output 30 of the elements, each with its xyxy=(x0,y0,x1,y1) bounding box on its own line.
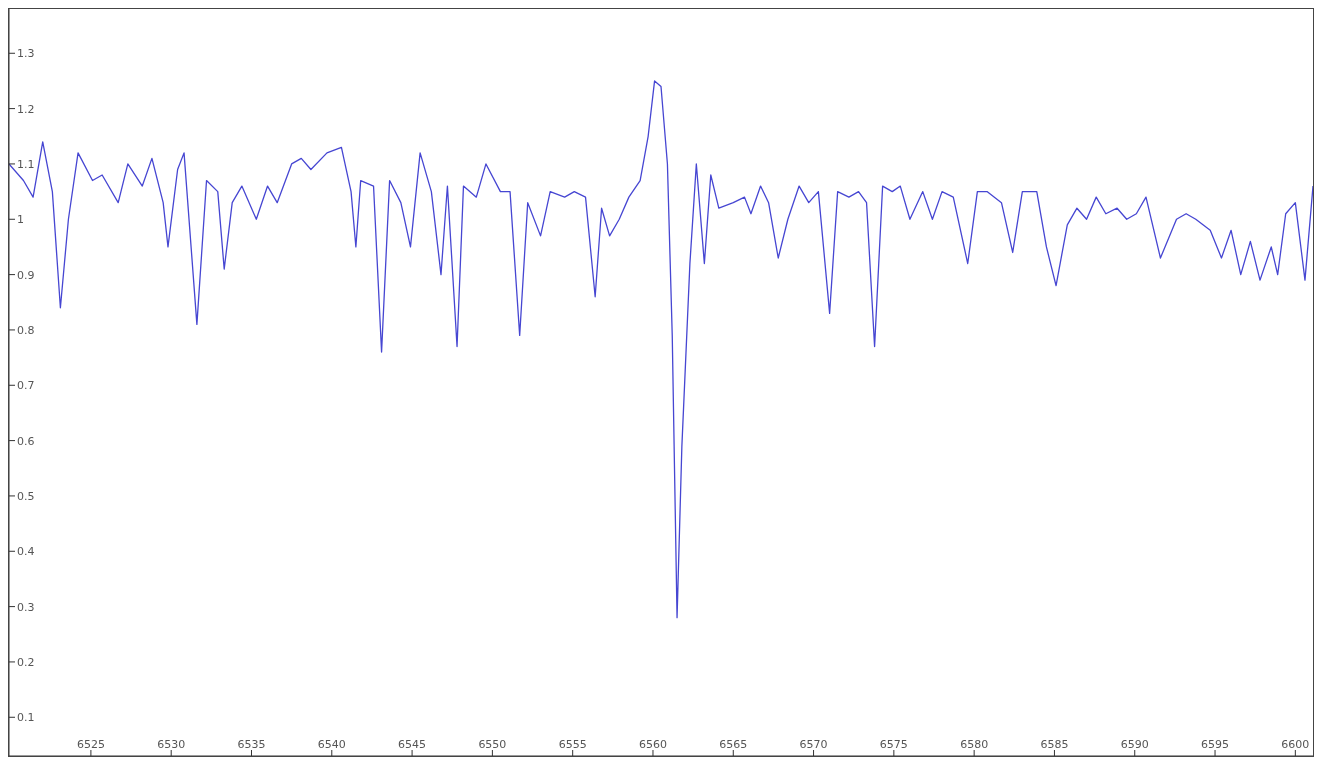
x-tick-label: 6570 xyxy=(799,738,828,751)
y-tick-label: 0.8 xyxy=(17,323,35,337)
x-tick-label: 6585 xyxy=(1040,738,1069,751)
x-tick-label: 6595 xyxy=(1201,738,1230,751)
y-tick-label: 1.3 xyxy=(17,47,35,61)
x-tick-label: 6575 xyxy=(879,738,908,751)
y-tick-label: 0.7 xyxy=(17,379,35,393)
line-series xyxy=(9,80,1313,619)
x-tick-label: 6560 xyxy=(638,738,667,751)
x-tick-label: 6565 xyxy=(719,738,748,751)
y-tick-label: 1 xyxy=(17,213,24,227)
x-tick-label: 6535 xyxy=(237,738,266,751)
y-tick-label: 1.1 xyxy=(17,157,35,171)
x-tick-label: 6525 xyxy=(76,738,105,751)
y-tick-label: 0.1 xyxy=(17,711,35,725)
x-tick-label: 6555 xyxy=(558,738,587,751)
x-tick-label: 6530 xyxy=(157,738,186,751)
y-tick-label: 0.6 xyxy=(17,434,35,448)
x-tick-label: 6590 xyxy=(1120,738,1149,751)
y-tick-label: 0.5 xyxy=(17,489,35,503)
x-tick-label: 6600 xyxy=(1281,738,1310,751)
x-tick-label: 6540 xyxy=(317,738,346,751)
x-tick-label: 6580 xyxy=(960,738,989,751)
x-tick-label: 6550 xyxy=(478,738,507,751)
y-tick-label: 0.2 xyxy=(17,655,35,669)
x-tick-label: 6545 xyxy=(398,738,427,751)
y-tick-label: 0.9 xyxy=(17,268,35,282)
y-tick-label: 0.4 xyxy=(17,545,35,559)
y-tick-label: 1.2 xyxy=(17,102,35,116)
y-tick-label: 0.3 xyxy=(17,600,35,614)
